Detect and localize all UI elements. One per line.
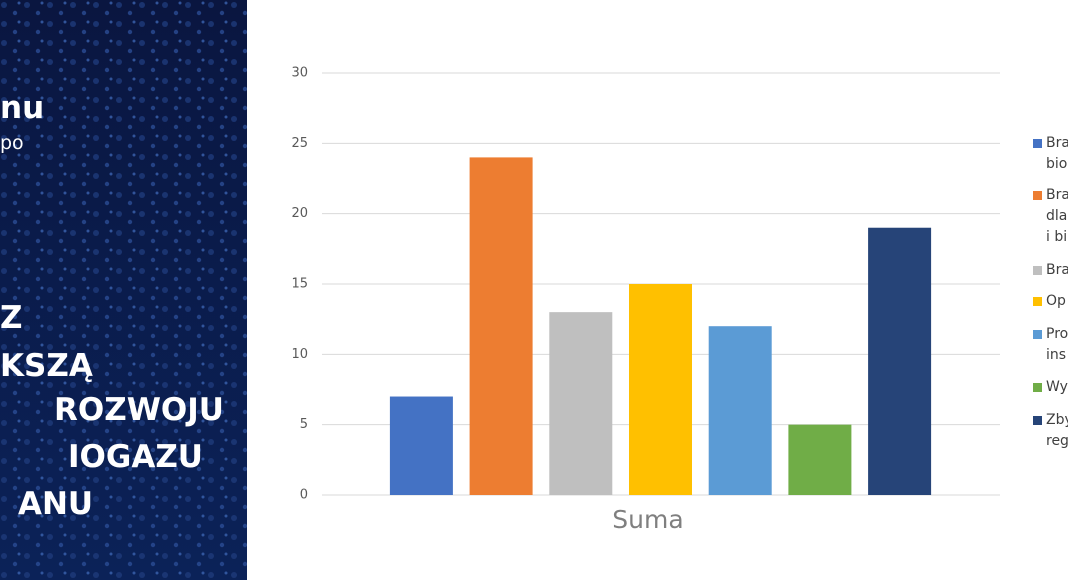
- panel-text: po: [0, 132, 24, 154]
- bar: [788, 424, 852, 495]
- legend-entry: Zby reg: [1033, 410, 1068, 452]
- y-tick-label: 30: [291, 66, 308, 81]
- side-panel: [0, 0, 247, 580]
- panel-text: KSZĄ: [0, 348, 93, 384]
- panel-text: ROZWOJU: [54, 392, 224, 428]
- bar: [389, 396, 453, 495]
- legend-label: Bra: [1046, 262, 1068, 278]
- panel-text: nu: [0, 90, 45, 126]
- legend-swatch: [1033, 416, 1042, 425]
- y-tick-label: 10: [291, 347, 308, 362]
- legend-swatch: [1033, 383, 1042, 392]
- legend-entry: Bra: [1033, 260, 1068, 281]
- legend-swatch: [1033, 266, 1042, 275]
- legend-swatch: [1033, 330, 1042, 339]
- bar: [549, 312, 613, 495]
- legend-entry: Pro ins: [1033, 324, 1068, 366]
- legend-swatch: [1033, 191, 1042, 200]
- x-axis-label: Suma: [612, 505, 683, 534]
- chart: Suma 0 5 10 15 20 25 30: [291, 66, 1000, 534]
- y-tick-label: 0: [300, 488, 308, 503]
- legend-entry: Bra dla i bi: [1033, 185, 1068, 248]
- bar: [629, 284, 692, 495]
- legend-swatch: [1033, 139, 1042, 148]
- legend-label: Op: [1046, 293, 1066, 309]
- y-tick-label: 15: [291, 277, 308, 292]
- legend-swatch: [1033, 297, 1042, 306]
- legend-label: Wy: [1046, 379, 1068, 395]
- legend-label: Zby reg: [1046, 412, 1068, 449]
- legend-entry: Wy: [1033, 377, 1068, 398]
- panel-text: IOGAZU: [68, 439, 203, 475]
- bar: [868, 227, 932, 495]
- bar: [469, 157, 533, 495]
- panel-text: ANU: [18, 486, 94, 522]
- bar: [708, 326, 772, 495]
- y-tick-label: 20: [291, 206, 308, 221]
- legend-label: Bra dla i bi: [1046, 187, 1068, 245]
- legend-entry: Op: [1033, 291, 1066, 312]
- legend-label: Pro ins: [1046, 326, 1068, 363]
- legend-entry: Bra bio: [1033, 133, 1068, 175]
- y-tick-label: 25: [291, 136, 308, 151]
- legend-label: Bra bio: [1046, 135, 1068, 172]
- y-tick-label: 5: [300, 417, 308, 432]
- panel-text: Z: [0, 300, 23, 336]
